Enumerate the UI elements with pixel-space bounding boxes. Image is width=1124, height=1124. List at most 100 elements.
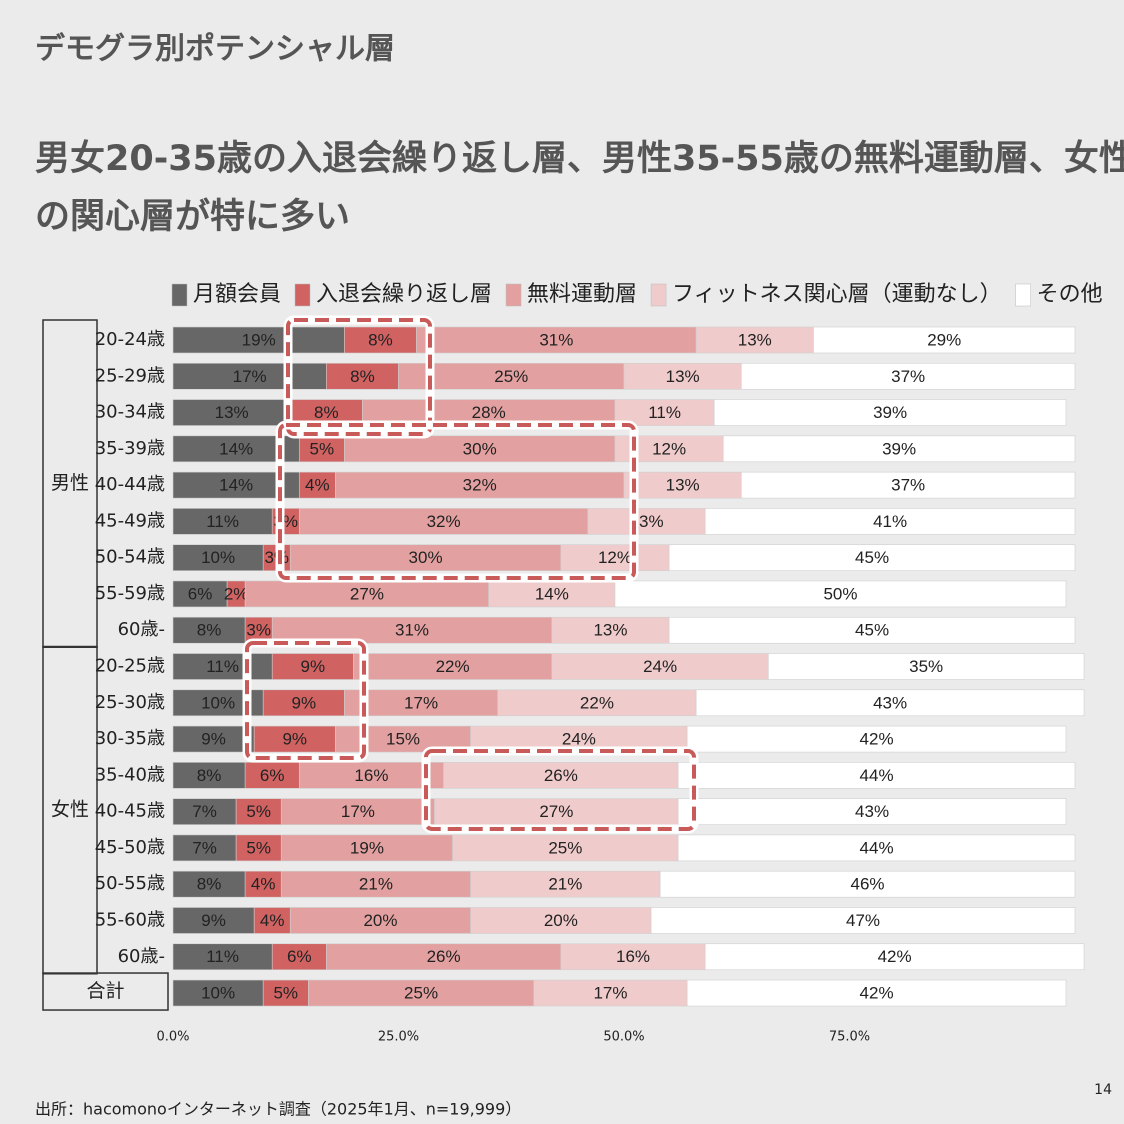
bar-segment [344, 689, 499, 717]
bar-segment [244, 762, 300, 789]
value-label: 5% [310, 439, 335, 458]
value-label: 26% [427, 947, 461, 966]
bar-segment [172, 362, 327, 390]
value-label: 39% [882, 439, 916, 458]
value-label: 8% [350, 367, 375, 386]
bar-segment [280, 834, 453, 862]
bar-segment [172, 508, 273, 535]
value-label: 11% [648, 403, 681, 422]
category-label: 50-54歳 [95, 547, 165, 568]
bar-segment [722, 435, 1076, 463]
value-label: 17% [404, 693, 438, 712]
value-label: 2% [224, 584, 249, 603]
group-label: 男性 [51, 472, 89, 494]
value-label: 19% [350, 838, 384, 857]
bar-segment [172, 326, 345, 354]
bar-segment [623, 362, 742, 390]
bar-segment [172, 653, 273, 680]
value-label: 13% [666, 476, 700, 495]
bar-segment [740, 362, 1076, 390]
value-label: 17% [233, 367, 267, 386]
value-label: 9% [201, 730, 226, 749]
bar-segment [452, 834, 679, 862]
bar-segment [677, 834, 1076, 862]
legend-swatch [294, 283, 311, 307]
headline: 男女20-35歳の入退会繰り返し層、男性35-55歳の無料運動層、女性35-45… [35, 138, 1124, 179]
bar-segment [335, 471, 625, 499]
bar-segment [614, 580, 1067, 608]
value-label: 8% [197, 766, 222, 785]
value-label: 5% [246, 802, 271, 821]
value-label: 6% [188, 584, 213, 603]
bar-segment [280, 870, 471, 898]
category-label: 55-60歳 [95, 909, 165, 930]
group-label: 合計 [86, 980, 124, 1002]
value-label: 19% [242, 330, 276, 349]
bar-segment [289, 544, 562, 571]
legend: 月額会員 入退会繰り返し層 無料運動層 フィットネス関心層（運動なし） その他 [171, 282, 1103, 307]
bar-segment [289, 907, 471, 934]
bar-segment [344, 326, 417, 354]
value-label: 39% [873, 403, 907, 422]
value-label: 30% [463, 439, 497, 458]
category-label: 45-49歳 [95, 510, 165, 531]
value-label: 44% [860, 838, 894, 857]
bar-segment [172, 544, 264, 571]
bar-segment [271, 653, 354, 680]
value-label: 13% [593, 621, 627, 640]
legend-label: 無料運動層 [527, 282, 637, 307]
value-label: 14% [219, 476, 253, 495]
value-label: 30% [409, 548, 443, 567]
value-label: 45% [855, 548, 889, 567]
value-label: 14% [535, 584, 569, 603]
bar-segment [713, 399, 1067, 426]
value-label: 25% [494, 367, 528, 386]
value-label: 8% [314, 403, 339, 422]
value-label: 16% [354, 766, 388, 785]
bar-segment [344, 435, 616, 463]
bar-segment [668, 616, 1076, 644]
bar-segment [587, 508, 706, 535]
x-tick-label: 25.0% [378, 1030, 419, 1045]
bar-segment [551, 616, 670, 644]
value-label: 4% [305, 476, 330, 495]
value-label: 9% [292, 693, 317, 712]
bar-segment [172, 907, 255, 934]
bar-segment [470, 907, 652, 934]
value-label: 27% [350, 584, 384, 603]
value-label: 31% [395, 621, 429, 640]
bar-segment [551, 653, 769, 680]
value-label: 7% [192, 802, 217, 821]
bar-segment [244, 870, 282, 898]
bar-segment [659, 870, 1076, 898]
value-label: 4% [251, 875, 276, 894]
value-label: 46% [851, 875, 885, 894]
value-label: 25% [404, 984, 438, 1003]
value-label: 24% [562, 730, 596, 749]
bar-segment [497, 689, 697, 717]
legend-label: 入退会繰り返し層 [316, 282, 492, 307]
value-label: 28% [472, 403, 506, 422]
bar-segment [172, 725, 255, 753]
legend-label: 月額会員 [193, 282, 281, 307]
value-label: 35% [909, 657, 943, 676]
category-label: 25-30歳 [95, 692, 165, 713]
value-label: 21% [548, 875, 582, 894]
value-label: 6% [287, 947, 312, 966]
bar-segment [235, 798, 282, 825]
value-label: 7% [192, 838, 217, 857]
value-label: 13% [666, 367, 700, 386]
x-tick-label: 75.0% [829, 1030, 870, 1045]
bar-segment [262, 689, 345, 717]
bar-segment [172, 762, 246, 789]
legend-swatch [650, 283, 667, 307]
value-label: 6% [260, 766, 285, 785]
legend-swatch [1015, 283, 1031, 307]
group-box [42, 972, 169, 1011]
bar-segment [271, 943, 327, 971]
category-label: 50-55歳 [95, 873, 165, 894]
category-label: 30-34歳 [95, 402, 165, 423]
value-label: 11% [206, 657, 239, 676]
category-label: 30-35歳 [95, 728, 165, 749]
